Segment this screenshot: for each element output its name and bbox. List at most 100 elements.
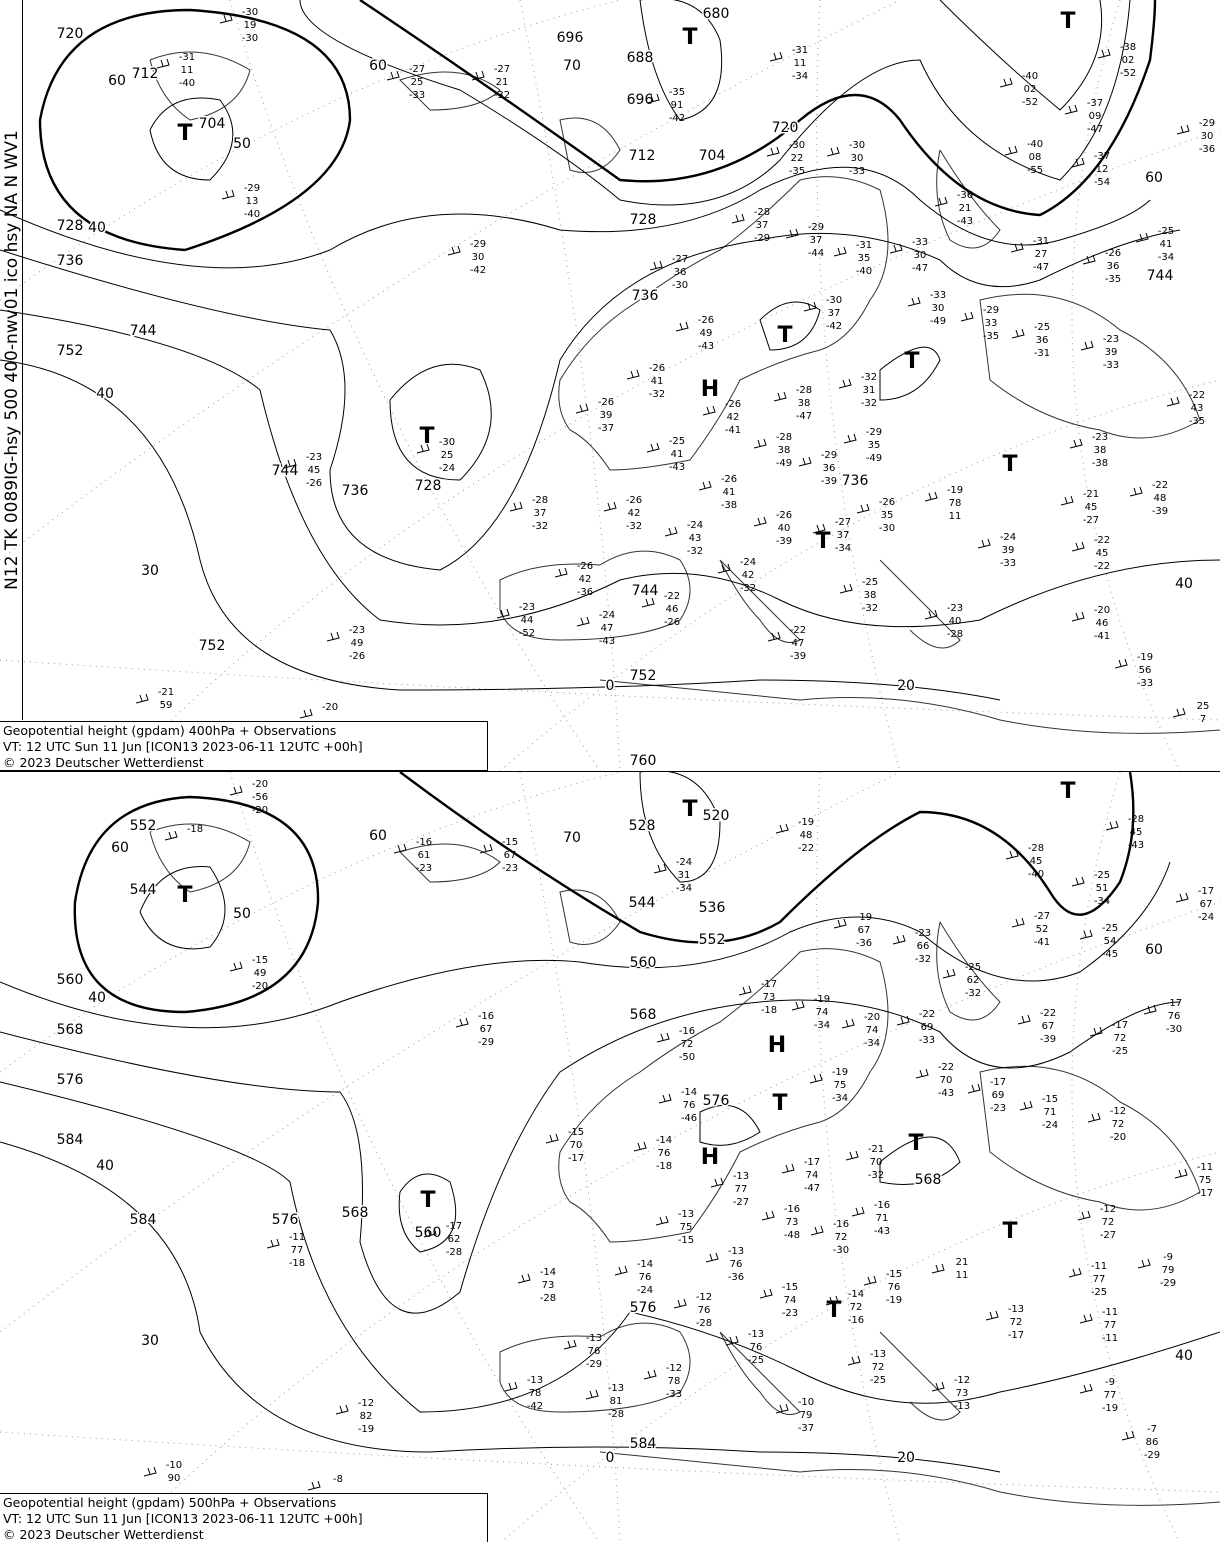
station-values: -32 31 -32: [861, 372, 877, 409]
station-plot: -12 73 -13: [931, 1375, 970, 1412]
station-value: -21: [1083, 489, 1099, 500]
station-value: -29: [478, 1037, 494, 1048]
caption-title: Geopotential height (gpdam) 500hPa + Obs…: [3, 1495, 337, 1510]
wind-barb-icon: [1060, 495, 1074, 506]
station-value: -41: [1034, 937, 1050, 948]
station-values: -20 74 -34: [864, 1012, 880, 1049]
station-value: -28: [796, 385, 812, 396]
wind-barb-icon: [856, 503, 870, 514]
station-value: -27: [494, 64, 510, 75]
station-plot: -25 41 -34: [1135, 226, 1174, 263]
station-plot: -37 12 -54: [1071, 151, 1110, 188]
station-values: -25 51 -34: [1094, 870, 1110, 907]
lat-lon-label-group: 30: [140, 562, 161, 581]
station-value: -43: [957, 216, 973, 227]
map-panel-400hpa: T T T T H T T T T 720 712 704 696 688 680 696 712 704 720 7…: [0, 0, 1220, 771]
lat-lon-gridline: [229, 772, 600, 1542]
contour-label: 544: [629, 895, 656, 911]
station-value: 75: [1199, 1175, 1212, 1186]
station-plot: -23 45 -26: [283, 452, 322, 489]
station-plot: -26 35 -30: [856, 497, 895, 534]
station-value: 43: [689, 533, 702, 544]
wind-barb-icon: [455, 1017, 469, 1028]
station-value: 21: [959, 203, 972, 214]
station-value: -8: [333, 1474, 343, 1485]
wind-barb-icon: [1105, 820, 1119, 831]
lat-lon-gridline: [0, 659, 1220, 721]
lat-lon-label: 50: [233, 136, 251, 152]
station-plot: -14 73 -28: [517, 1267, 556, 1304]
station-values: -31 35 -40: [856, 240, 872, 277]
station-value: -19: [814, 994, 830, 1005]
wind-barb-icon: [283, 458, 297, 469]
station-values: -12 73 -13: [954, 1375, 970, 1412]
station-value: -56: [252, 792, 268, 803]
station-value: 73: [542, 1280, 555, 1291]
station-value: -28: [608, 1409, 624, 1420]
station-value: -26: [306, 478, 322, 489]
wind-barb-icon: [496, 608, 510, 619]
station-value: -34: [864, 1038, 880, 1049]
lat-lon-gridline: [1071, 772, 1181, 1542]
station-value: -49: [776, 458, 792, 469]
wind-barb-icon: [798, 456, 812, 467]
station-value: -42: [826, 321, 842, 332]
station-value: 33: [985, 318, 998, 329]
pressure-center-marker: T: [826, 1298, 841, 1323]
station-plot: -22 70 -43: [915, 1062, 954, 1099]
station-value: 30: [914, 250, 927, 261]
wind-barb-icon: [603, 501, 617, 512]
station-value: -29: [586, 1359, 602, 1370]
station-value: 72: [1102, 1217, 1115, 1228]
coastline: [599, 1451, 1220, 1506]
wind-barb-icon: [725, 1335, 739, 1346]
caption-copyright: © 2023 Deutscher Wetterdienst: [3, 755, 204, 770]
station-plot: -27 21 -32: [471, 64, 510, 101]
lat-lon-label: 60: [1145, 170, 1163, 186]
station-value: 37: [837, 530, 850, 541]
station-value: -26: [725, 399, 741, 410]
station-value: -52: [1022, 97, 1038, 108]
station-plot: -17 67 -24: [1175, 886, 1214, 923]
station-value: -17: [568, 1153, 584, 1164]
station-value: -23: [1103, 334, 1119, 345]
pressure-center-marker-group: H: [701, 1145, 719, 1170]
station-value: 76: [683, 1100, 696, 1111]
pressure-center-marker-group: T: [908, 1131, 923, 1156]
station-values: -24 39 -33: [1000, 532, 1016, 569]
wind-barb-icon: [1068, 1267, 1082, 1278]
station-plot: -30 37 -42: [803, 295, 842, 332]
station-value: -30: [439, 437, 455, 448]
station-values: -30 22 -35: [789, 140, 805, 177]
station-values: -19 56 -33: [1137, 652, 1153, 689]
station-value: -16: [848, 1315, 864, 1326]
station-plot: -20 -56 -20: [229, 779, 268, 816]
wind-barb-icon: [164, 830, 178, 841]
lat-lon-gridline: [816, 0, 901, 771]
station-values: -26 39 -37: [598, 397, 614, 434]
station-value: -17: [446, 1221, 462, 1232]
station-values: -29 30 -42: [470, 239, 486, 276]
lat-lon-label-group: 20: [896, 677, 917, 696]
station-values: -12 78 -33: [666, 1363, 682, 1400]
station-value: 72: [1114, 1033, 1127, 1044]
height-contour: [639, 772, 721, 883]
contour-label-group: 736: [340, 482, 370, 501]
station-plot: -24 39 -33: [977, 532, 1016, 569]
station-value: -32: [862, 603, 878, 614]
station-value: 67: [858, 925, 871, 936]
wind-barb-icon: [791, 1000, 805, 1011]
station-values: -15 67 -23: [502, 837, 518, 874]
pressure-center-marker-group: T: [826, 1298, 841, 1323]
pressure-center-marker: T: [420, 1188, 435, 1213]
station-value: 02: [1024, 84, 1037, 95]
lat-lon-label: 40: [1175, 1348, 1193, 1364]
station-values: -26 42 -32: [626, 495, 642, 532]
station-values: -15 74 -23: [782, 1282, 798, 1319]
contour-label-group: 584: [128, 1211, 158, 1230]
station-values: -36 21 -43: [957, 190, 973, 227]
contour-label-group: 696: [625, 91, 655, 110]
station-value: -28: [1128, 814, 1144, 825]
station-value: 77: [1104, 1390, 1117, 1401]
